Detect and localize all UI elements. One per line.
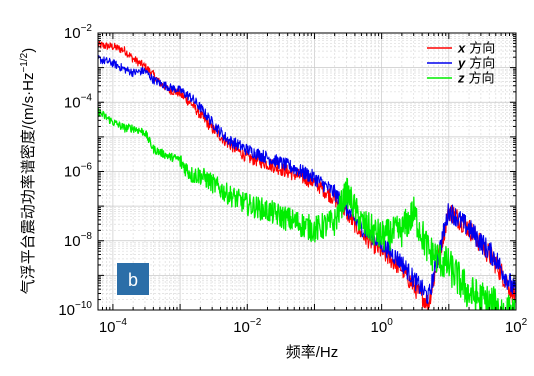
panel-label: b [117,263,149,295]
panel-label-text: b [128,270,138,290]
y-axis-title-close: ) [20,48,37,53]
series-y-line [98,54,516,305]
y-axis-title-sup: −1/2 [19,52,30,72]
y-tick-labels: 10−10 10−8 10−6 10−4 10−2 [58,23,92,319]
x-axis-title: 频率/Hz [286,344,339,361]
series-layer [98,40,516,310]
grid-lines [97,33,516,310]
x-tick-label: 100 [371,317,394,336]
legend-label-x: x 方向 [457,41,495,56]
y-tick-label: 10−2 [64,23,93,42]
y-tick-label: 10−4 [64,92,93,111]
y-tick-label: 10−8 [64,231,93,250]
y-axis-title-main: 气浮平台震动功率谱密度/(m/s·Hz [20,73,37,295]
y-tick-label: 10−6 [64,162,93,181]
y-tick-label: 10−10 [58,300,92,319]
legend: x 方向y 方向z 方向 [427,41,495,86]
panel-label-box [117,263,149,295]
y-axis-title: 气浮平台震动功率谱密度/(m/s·Hz−1/2) [19,48,37,294]
series-z-line [98,107,516,310]
x-tick-label: 102 [505,317,528,336]
legend-label-y: y 方向 [457,56,495,71]
x-tick-labels: 10−4 10−2 100 102 [99,317,528,336]
legend-label-z: z 方向 [457,71,495,86]
tick-marks [97,32,517,311]
x-tick-label: 10−2 [233,317,262,336]
x-tick-label: 10−4 [99,317,128,336]
